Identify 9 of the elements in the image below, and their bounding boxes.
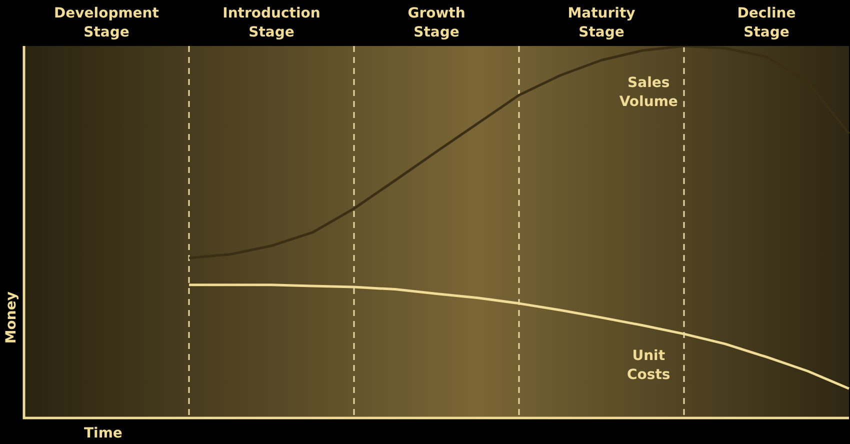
series-label: Sales Volume (619, 75, 678, 110)
text: Introduction Stage (222, 6, 320, 41)
text: Development Stage (54, 6, 160, 41)
text: Growth Stage (408, 6, 466, 41)
text: Maturity Stage (568, 6, 636, 41)
y-axis-title: Money (4, 291, 20, 344)
text: Decline Stage (737, 6, 796, 41)
series-label: Unit Costs (626, 348, 670, 384)
x-axis-title: Time (84, 426, 122, 442)
